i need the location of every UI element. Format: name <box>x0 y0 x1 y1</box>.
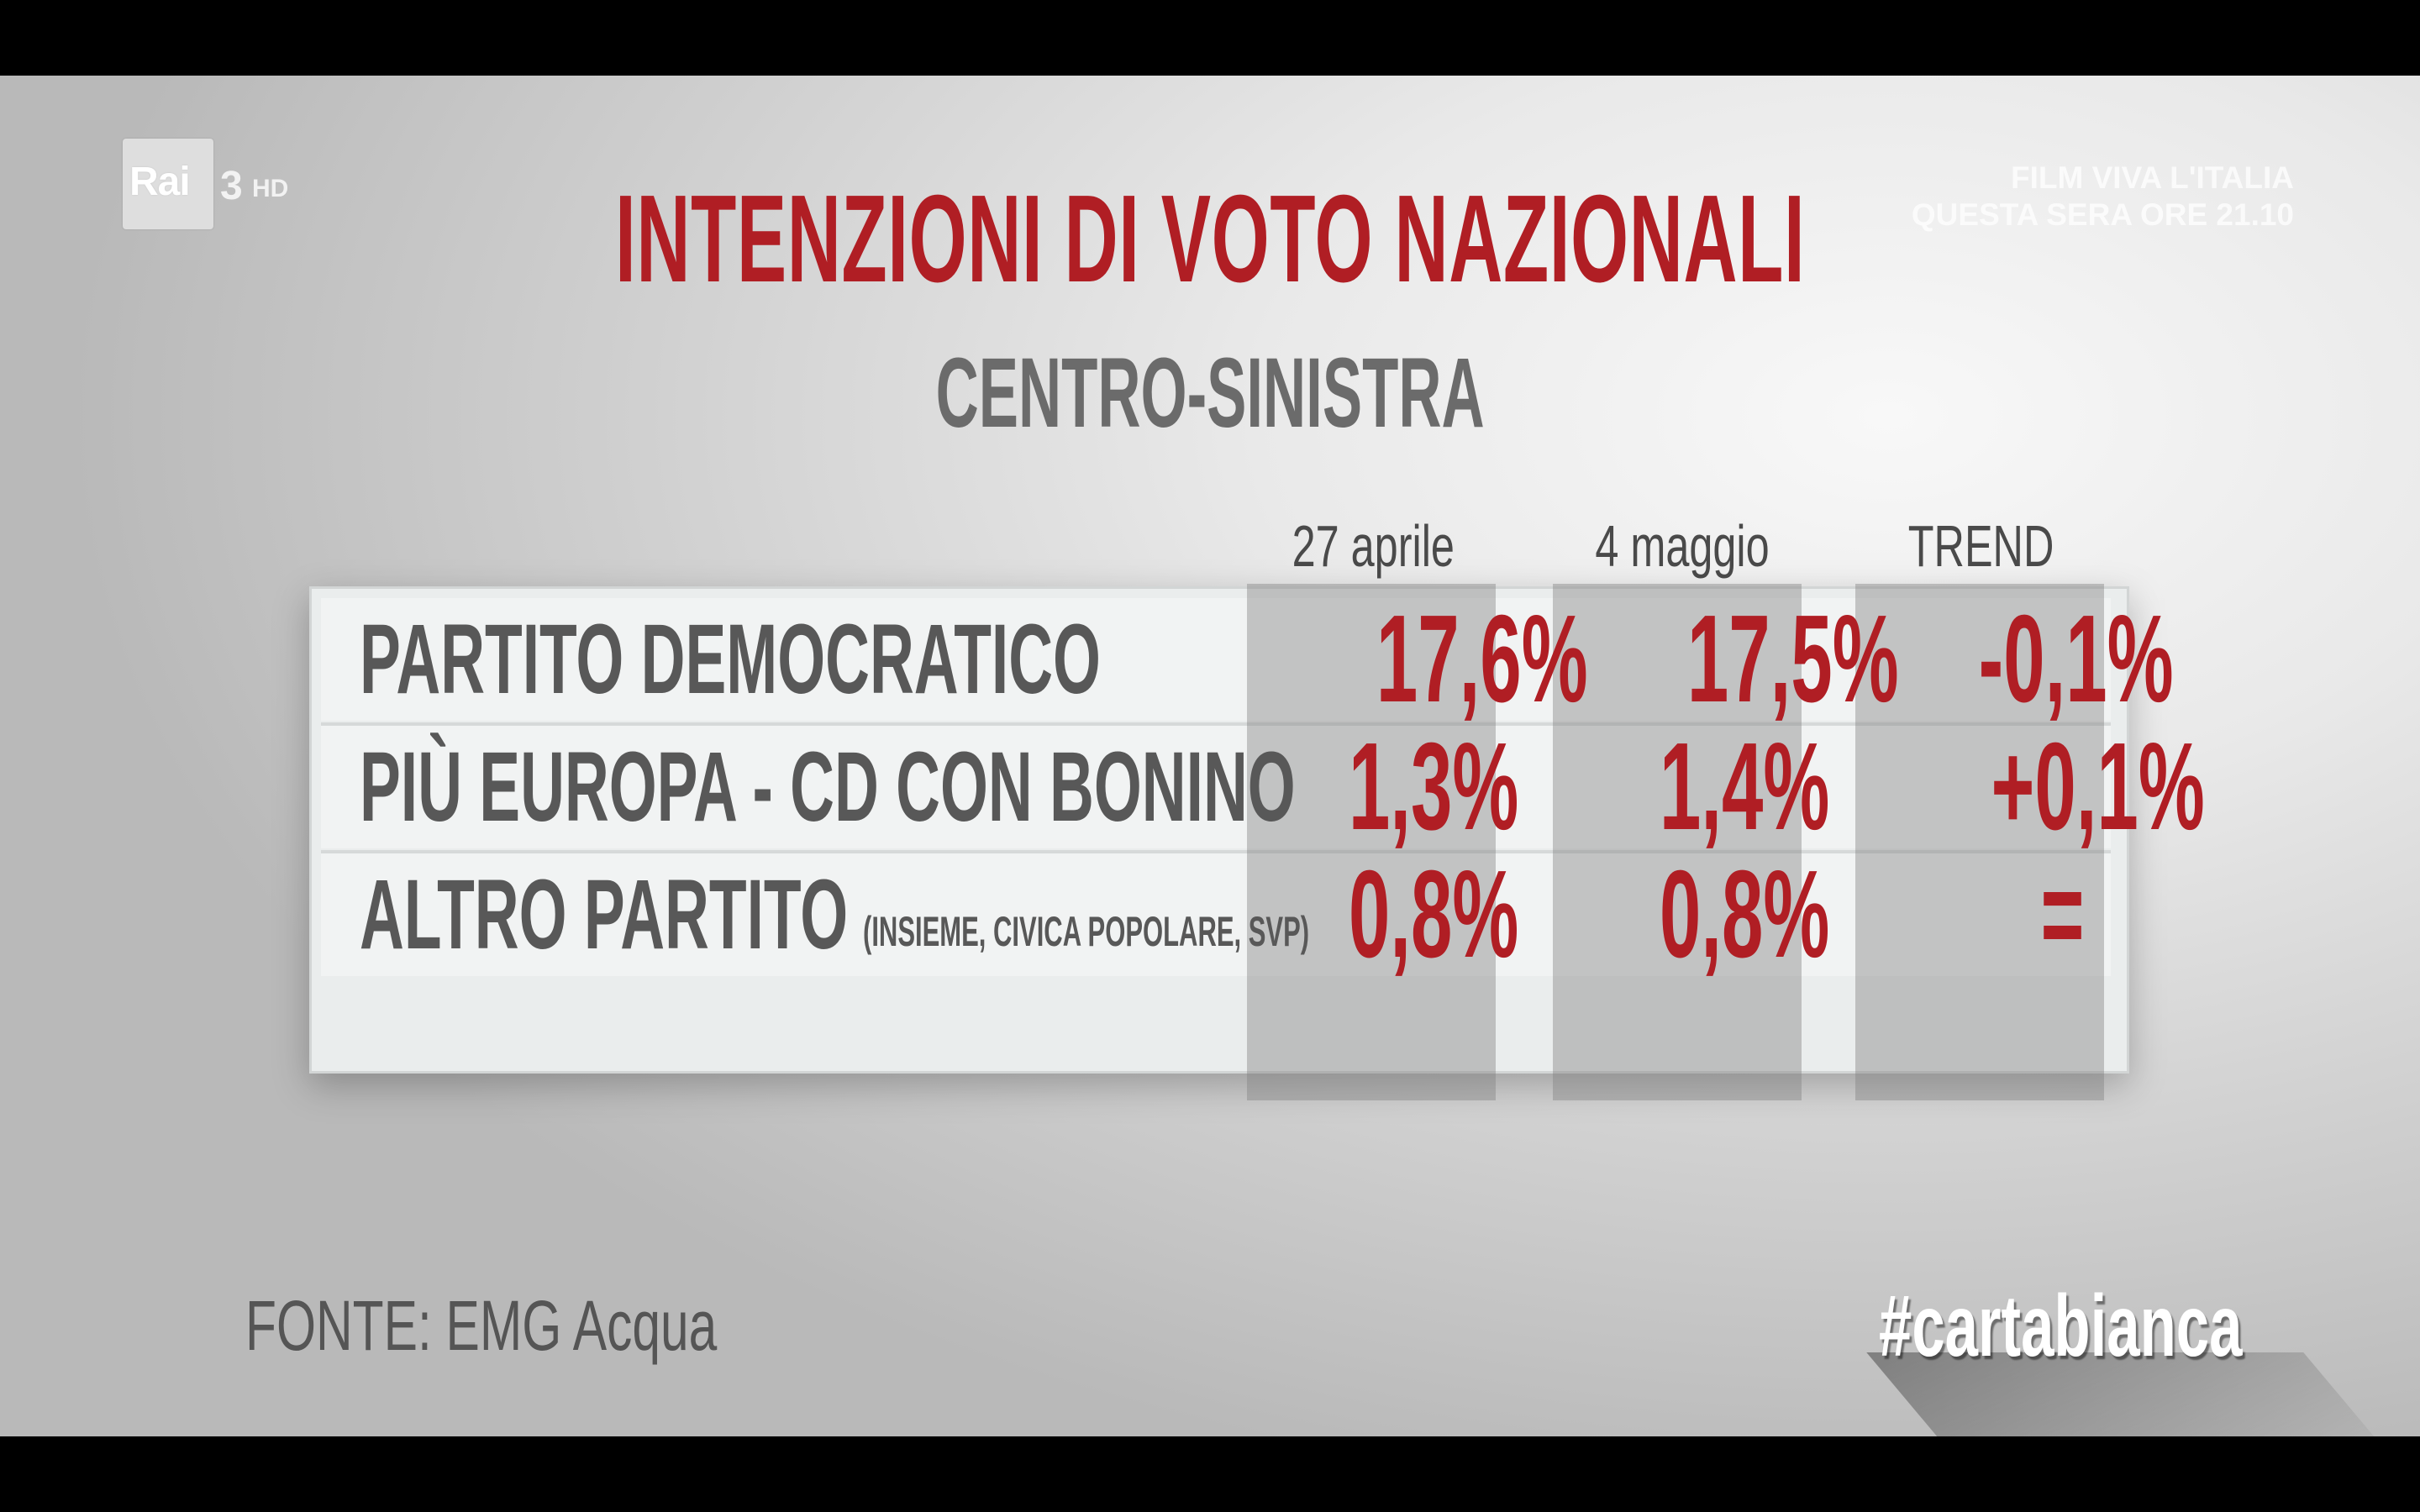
value-cell: 17,6% <box>1235 597 1588 722</box>
party-label-piu-europa: PIÙ EUROPA - CD CON BONINO <box>360 726 1869 848</box>
trend-text: = <box>2040 845 2084 984</box>
rai-logo-text: Rai <box>129 160 191 204</box>
value-text: 17,6% <box>1376 590 1588 728</box>
party-name: ALTRO PARTITO <box>360 859 849 970</box>
value-text: 0,8% <box>1348 845 1519 984</box>
column-header-label: TREND <box>1908 513 2054 579</box>
channel-number: 3 <box>220 164 243 208</box>
trend-text: +0,1% <box>1991 717 2205 856</box>
table-row <box>321 726 2111 848</box>
value-text: 1,3% <box>1348 717 1519 856</box>
value-text: 0,8% <box>1659 845 1830 984</box>
promo-line-1: FILM VIVA L'ITALIA <box>2011 160 2294 195</box>
trend-text: -0,1% <box>1978 590 2174 728</box>
value-text: 1,4% <box>1659 717 1830 856</box>
column-band-27-aprile <box>1247 584 1496 1100</box>
column-header-4-maggio: 4 maggio <box>1556 512 1808 580</box>
party-note: (INSIEME, CIVICA POPOLARE, SVP) <box>863 908 1310 955</box>
value-cell: 17,5% <box>1546 597 1899 722</box>
tv-frame: Rai 3 HD FILM VIVA L'ITALIA QUESTA SERA … <box>0 76 2420 1436</box>
column-header-27-aprile: 27 aprile <box>1247 512 1499 580</box>
show-hashtag: #cartabianca <box>1879 1277 2413 1377</box>
value-cell: 0,8% <box>1235 853 1518 977</box>
chart-subtitle-wrap: CENTRO-SINISTRA <box>0 336 2420 450</box>
table-row <box>321 853 2111 976</box>
promo-line-2: QUESTA SERA ORE 21.10 <box>1911 197 2294 232</box>
trend-cell: = <box>1849 845 2084 984</box>
column-header-label: 4 maggio <box>1595 513 1770 579</box>
column-band-trend <box>1855 584 2104 1100</box>
chart-title-wrap: INTENZIONI DI VOTO NAZIONALI <box>0 168 2420 311</box>
value-text: 17,5% <box>1686 590 1899 728</box>
chart-subtitle: CENTRO-SINISTRA <box>935 338 1485 449</box>
value-cell: 1,3% <box>1235 725 1518 849</box>
row-divider <box>321 722 2111 726</box>
value-cell: 1,4% <box>1546 725 1829 849</box>
column-header-trend: TREND <box>1855 512 2107 580</box>
channel-hd-badge: HD <box>252 175 289 202</box>
chart-title: INTENZIONI DI VOTO NAZIONALI <box>614 170 1806 308</box>
party-name: PIÙ EUROPA - CD CON BONINO <box>360 732 1296 843</box>
column-header-label: 27 aprile <box>1292 513 1455 579</box>
hashtag-text: #cartabianca <box>1879 1278 2243 1375</box>
source-credit: FONTE: EMG Acqua <box>245 1285 901 1367</box>
trend-cell: +0,1% <box>1849 725 2205 849</box>
value-cell: 0,8% <box>1546 853 1829 977</box>
row-divider <box>321 850 2111 853</box>
table-row <box>321 598 2111 721</box>
promo-overlay: FILM VIVA L'ITALIA QUESTA SERA ORE 21.10 <box>1912 160 2294 234</box>
rai-logo: Rai <box>123 139 213 229</box>
source-text: FONTE: EMG Acqua <box>245 1286 718 1365</box>
party-name: PARTITO DEMOCRATICO <box>360 604 1101 715</box>
party-label-pd: PARTITO DEMOCRATICO <box>360 598 1555 721</box>
column-band-4-maggio <box>1553 584 1802 1100</box>
trend-cell: -0,1% <box>1849 597 2174 722</box>
party-label-altro: ALTRO PARTITO (INSIEME, CIVICA POPOLARE,… <box>360 853 1309 976</box>
